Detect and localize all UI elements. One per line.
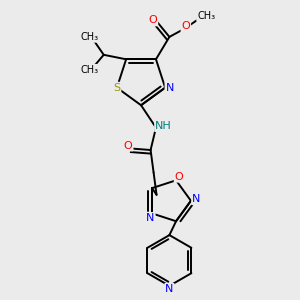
Text: CH₃: CH₃ (197, 11, 215, 21)
Text: S: S (113, 83, 121, 93)
Text: N: N (166, 83, 174, 93)
Text: O: O (182, 21, 190, 32)
Text: CH₃: CH₃ (80, 65, 98, 75)
Text: O: O (148, 16, 157, 26)
Text: NH: NH (155, 121, 172, 131)
Text: N: N (146, 213, 155, 223)
Text: N: N (192, 194, 200, 204)
Text: CH₃: CH₃ (80, 32, 98, 42)
Text: O: O (124, 140, 133, 151)
Text: N: N (165, 284, 174, 294)
Text: O: O (175, 172, 183, 182)
